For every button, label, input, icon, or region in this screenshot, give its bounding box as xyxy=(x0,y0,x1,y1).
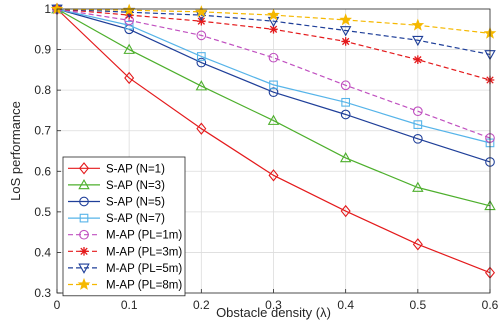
x-tick-label: 0.1 xyxy=(121,298,138,312)
data-point xyxy=(412,106,423,117)
data-point xyxy=(267,8,280,21)
legend-marker xyxy=(77,277,91,290)
series-line xyxy=(56,8,491,144)
data-point xyxy=(195,80,208,91)
series-2 xyxy=(51,3,496,211)
y-tick-label: 0.4 xyxy=(34,245,51,259)
legend-marker xyxy=(78,263,90,274)
y-tick-label: 0.8 xyxy=(34,83,51,97)
data-point xyxy=(195,5,208,18)
legend-marker xyxy=(78,162,90,175)
data-point xyxy=(340,109,351,120)
legend-label: M-AP (PL=3m) xyxy=(106,246,182,258)
x-tick-label: 0.2 xyxy=(193,298,210,312)
data-point xyxy=(413,55,423,65)
data-point xyxy=(124,71,135,85)
legend-box xyxy=(62,156,186,297)
legend-marker xyxy=(79,196,89,207)
x-tick-label: 0.5 xyxy=(409,298,426,312)
y-tick-label: 0.3 xyxy=(34,286,51,300)
data-point xyxy=(340,204,351,218)
data-point xyxy=(124,20,134,30)
data-point xyxy=(339,26,352,37)
data-point xyxy=(340,80,351,91)
series-line xyxy=(56,8,491,274)
data-point xyxy=(268,52,279,63)
legend-marker xyxy=(79,213,89,223)
series-group xyxy=(50,2,497,279)
data-point xyxy=(267,114,280,125)
data-point xyxy=(122,3,136,16)
data-point xyxy=(269,80,278,90)
data-point xyxy=(124,10,134,20)
legend-label: M-AP (PL=1m) xyxy=(106,230,182,242)
data-point xyxy=(197,16,206,26)
data-point xyxy=(268,87,279,98)
legend-item: M-AP (PL=5m) xyxy=(68,263,182,275)
x-tick-label: 0 xyxy=(54,298,61,312)
series-line xyxy=(56,8,491,139)
data-point xyxy=(412,181,424,192)
legend-label: S-AP (N=3) xyxy=(106,180,165,192)
data-point xyxy=(412,238,423,251)
data-point xyxy=(196,52,206,61)
y-tick-label: 0.5 xyxy=(34,205,51,219)
data-point xyxy=(413,120,423,129)
legend-label: M-AP (PL=5m) xyxy=(106,263,182,275)
legend-label: M-AP (PL=8m) xyxy=(106,280,182,292)
x-tick-label: 0.6 xyxy=(482,298,499,312)
x-tick-label: 0.3 xyxy=(265,298,282,312)
y-axis-label: LoS performance xyxy=(8,101,23,201)
tick-labels: 0 0.1 0.2 0.3 0.4 0.5 0.6 0.3 0.4 0.5 0.6 0.7 0.8 0.9… xyxy=(34,2,498,312)
data-point xyxy=(196,122,207,135)
data-point xyxy=(412,133,423,144)
legend-item: M-AP (PL=1m) xyxy=(68,230,182,242)
data-point xyxy=(412,35,424,47)
data-point xyxy=(339,151,352,163)
legend-item: S-AP (N=3) xyxy=(68,178,165,192)
data-point xyxy=(269,24,278,34)
legend-item: S-AP (N=5) xyxy=(68,197,165,209)
data-point xyxy=(341,37,350,46)
y-tick-label: 0.6 xyxy=(34,164,51,178)
y-tick-label: 0.9 xyxy=(34,43,51,57)
legend-label: S-AP (N=7) xyxy=(106,213,165,225)
data-point xyxy=(339,13,352,26)
data-point xyxy=(123,43,135,54)
legend-item: M-AP (PL=3m) xyxy=(68,246,182,258)
legend-marker xyxy=(78,178,90,190)
series-8 xyxy=(50,2,497,39)
legend-label: S-AP (N=1) xyxy=(106,163,165,175)
plot-frame xyxy=(56,8,491,294)
legend-marker xyxy=(79,229,89,240)
y-tick-label: 1 xyxy=(44,2,51,16)
data-point xyxy=(341,97,351,107)
legend-label: S-AP (N=5) xyxy=(106,197,165,209)
legend-item: M-AP (PL=8m) xyxy=(68,277,182,292)
series-line xyxy=(56,8,491,207)
data-point xyxy=(196,57,207,68)
legend-item: S-AP (N=1) xyxy=(68,162,165,175)
data-point xyxy=(196,30,207,41)
x-axis-label: Obstacle density (λ) xyxy=(216,305,331,320)
legend-item: S-AP (N=7) xyxy=(68,213,165,225)
y-tick-label: 0.7 xyxy=(34,124,51,138)
data-point xyxy=(268,169,279,182)
data-point xyxy=(411,18,425,31)
legend: S-AP (N=1) S-AP (N=3) S-AP (N=5) S-AP (N=7)… xyxy=(62,156,186,297)
legend-marker xyxy=(79,247,89,256)
x-tick-label: 0.4 xyxy=(337,298,354,312)
